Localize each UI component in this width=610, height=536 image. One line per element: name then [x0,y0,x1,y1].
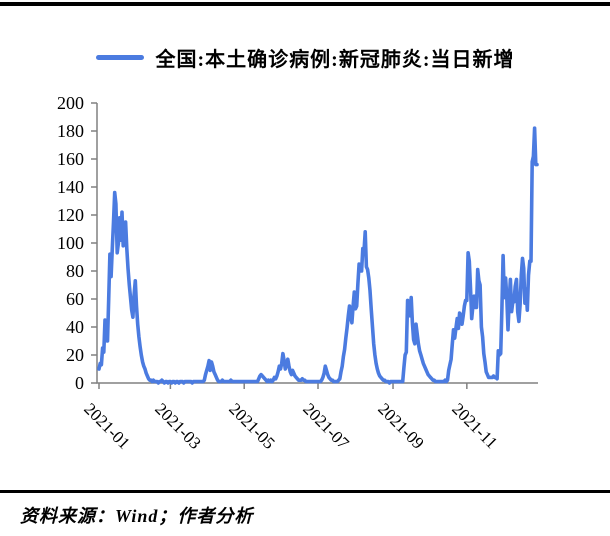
footer-divider-line [0,490,610,493]
top-border-line [0,2,610,6]
chart-legend: 全国:本土确诊病例:新冠肺炎:当日新增 [0,42,610,72]
data-source-note: 资料来源：Wind；作者分析 [20,506,254,526]
legend-series-label: 全国:本土确诊病例:新冠肺炎:当日新增 [155,48,515,71]
data-series-line [97,126,539,385]
axis-lines [96,103,538,384]
legend-line-swatch [95,54,144,60]
